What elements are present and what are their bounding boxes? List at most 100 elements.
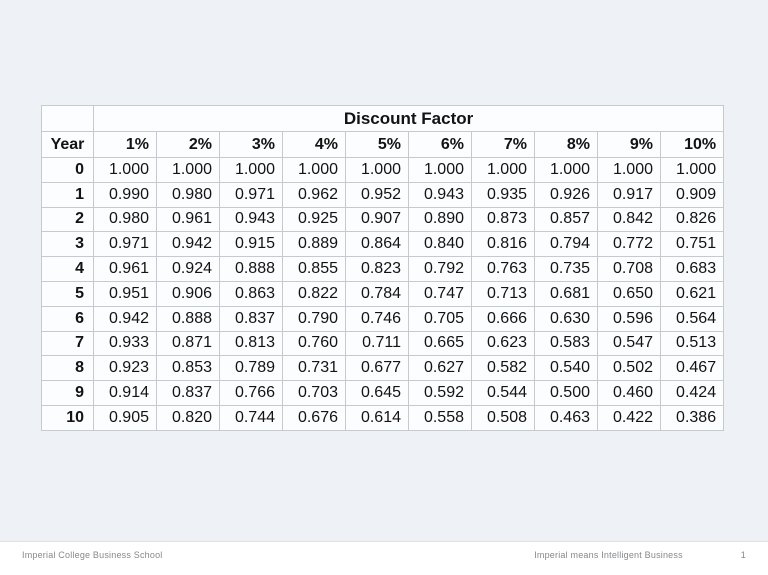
discount-factor-cell: 0.592 xyxy=(408,380,472,406)
discount-factor-cell: 0.971 xyxy=(93,231,157,258)
table-row: 9 0.914 0.837 0.766 0.703 0.645 0.592 0.544 0.50… xyxy=(41,380,725,406)
rate-column-header: 5% xyxy=(345,131,409,158)
discount-factor-cell: 0.933 xyxy=(93,330,157,357)
discount-factor-cell: 0.961 xyxy=(93,256,157,282)
discount-factor-cell: 0.596 xyxy=(597,305,661,332)
discount-factor-cell: 0.840 xyxy=(408,231,472,258)
discount-factor-cell: 0.792 xyxy=(408,256,472,282)
year-cell: 5 xyxy=(41,280,94,307)
discount-factor-cell: 0.923 xyxy=(93,355,157,382)
year-cell: 7 xyxy=(41,330,94,357)
discount-factor-cell: 0.942 xyxy=(156,231,220,258)
discount-factor-cell: 1.000 xyxy=(597,157,661,183)
discount-factor-cell: 0.794 xyxy=(534,231,598,258)
discount-factor-cell: 0.943 xyxy=(408,181,472,208)
discount-factor-cell: 0.735 xyxy=(534,256,598,282)
discount-factor-cell: 1.000 xyxy=(93,157,157,183)
discount-factor-cell: 0.816 xyxy=(471,231,535,258)
discount-factor-cell: 1.000 xyxy=(282,157,346,183)
discount-factor-cell: 0.558 xyxy=(408,404,472,431)
discount-factor-cell: 0.544 xyxy=(471,380,535,406)
rate-column-header: 7% xyxy=(471,131,535,158)
discount-factor-cell: 0.540 xyxy=(534,355,598,382)
discount-factor-cell: 0.890 xyxy=(408,206,472,233)
year-cell: 1 xyxy=(41,181,94,208)
discount-factor-cell: 0.857 xyxy=(534,206,598,233)
discount-factor-cell: 0.784 xyxy=(345,280,409,307)
discount-factor-cell: 0.914 xyxy=(93,380,157,406)
discount-factor-cell: 0.906 xyxy=(156,280,220,307)
discount-factor-cell: 0.467 xyxy=(659,355,725,382)
discount-factor-cell: 1.000 xyxy=(471,157,535,183)
discount-factor-cell: 0.789 xyxy=(219,355,283,382)
rate-column-header: 9% xyxy=(597,131,661,158)
table-header-row: Year 1% 2% 3% 4% 5% 6% 7% 8% 9% 10% xyxy=(41,131,725,158)
rate-column-header: 2% xyxy=(156,131,220,158)
discount-factor-cell: 0.837 xyxy=(219,305,283,332)
discount-factor-cell: 0.822 xyxy=(282,280,346,307)
discount-factor-cell: 0.645 xyxy=(345,380,409,406)
discount-factor-cell: 0.502 xyxy=(597,355,661,382)
discount-factor-cell: 0.666 xyxy=(471,305,535,332)
discount-factor-cell: 0.888 xyxy=(219,256,283,282)
discount-factor-cell: 0.630 xyxy=(534,305,598,332)
discount-factor-cell: 0.990 xyxy=(93,181,157,208)
discount-factor-cell: 0.713 xyxy=(471,280,535,307)
discount-factor-cell: 0.763 xyxy=(471,256,535,282)
discount-factor-cell: 0.547 xyxy=(597,330,661,357)
year-cell: 6 xyxy=(41,305,94,332)
rate-column-header: 8% xyxy=(534,131,598,158)
year-cell: 8 xyxy=(41,355,94,382)
corner-cell xyxy=(41,105,94,132)
year-column-header: Year xyxy=(41,131,94,158)
discount-factor-cell: 0.731 xyxy=(282,355,346,382)
discount-factor-cell: 0.681 xyxy=(534,280,598,307)
table-title: Discount Factor xyxy=(92,105,725,132)
discount-factor-cell: 0.837 xyxy=(156,380,220,406)
discount-factor-cell: 0.422 xyxy=(597,404,661,431)
discount-factor-cell: 0.683 xyxy=(659,256,725,282)
discount-factor-cell: 0.863 xyxy=(219,280,283,307)
discount-factor-cell: 0.823 xyxy=(345,256,409,282)
discount-factor-cell: 0.677 xyxy=(345,355,409,382)
table-row: 2 0.980 0.961 0.943 0.925 0.907 0.890 0.873 0.85… xyxy=(41,206,725,233)
discount-factor-cell: 0.962 xyxy=(282,181,346,208)
discount-factor-cell: 0.926 xyxy=(534,181,598,208)
discount-factor-cell: 0.508 xyxy=(471,404,535,431)
discount-factor-cell: 0.942 xyxy=(93,305,157,332)
discount-factor-cell: 0.917 xyxy=(597,181,661,208)
discount-factor-cell: 0.961 xyxy=(156,206,220,233)
table-row: 1 0.990 0.980 0.971 0.962 0.952 0.943 0.935 0.92… xyxy=(41,181,725,208)
discount-factor-cell: 0.650 xyxy=(597,280,661,307)
discount-factor-cell: 0.980 xyxy=(156,181,220,208)
footer-left-text: Imperial College Business School xyxy=(22,550,163,560)
discount-factor-cell: 0.623 xyxy=(471,330,535,357)
year-cell: 4 xyxy=(41,256,94,282)
discount-factor-cell: 0.935 xyxy=(471,181,535,208)
table-body: 0 1.000 1.000 1.000 1.000 1.000 1.000 1.000 1.00… xyxy=(41,157,725,431)
discount-factor-cell: 0.513 xyxy=(659,330,725,357)
discount-factor-cell: 0.888 xyxy=(156,305,220,332)
discount-factor-cell: 0.708 xyxy=(597,256,661,282)
discount-factor-cell: 0.864 xyxy=(345,231,409,258)
rate-column-header: 10% xyxy=(659,131,725,158)
discount-factor-cell: 0.790 xyxy=(282,305,346,332)
rate-column-header: 1% xyxy=(93,131,157,158)
discount-factor-cell: 0.924 xyxy=(156,256,220,282)
discount-factor-cell: 0.747 xyxy=(408,280,472,307)
table-row: 7 0.933 0.871 0.813 0.760 0.711 0.665 0.623 0.58… xyxy=(41,330,725,357)
discount-factor-cell: 0.676 xyxy=(282,404,346,431)
table-row: 8 0.923 0.853 0.789 0.731 0.677 0.627 0.582 0.54… xyxy=(41,355,725,382)
discount-factor-cell: 0.621 xyxy=(659,280,725,307)
year-cell: 9 xyxy=(41,380,94,406)
rate-column-header: 4% xyxy=(282,131,346,158)
discount-factor-cell: 0.564 xyxy=(659,305,725,332)
discount-factor-cell: 1.000 xyxy=(219,157,283,183)
discount-factor-cell: 0.582 xyxy=(471,355,535,382)
table-row: 4 0.961 0.924 0.888 0.855 0.823 0.792 0.763 0.73… xyxy=(41,256,725,282)
discount-factor-cell: 0.842 xyxy=(597,206,661,233)
discount-factor-cell: 0.711 xyxy=(345,330,409,357)
footer-right-text: Imperial means Intelligent Business xyxy=(534,550,683,560)
discount-factor-cell: 0.952 xyxy=(345,181,409,208)
